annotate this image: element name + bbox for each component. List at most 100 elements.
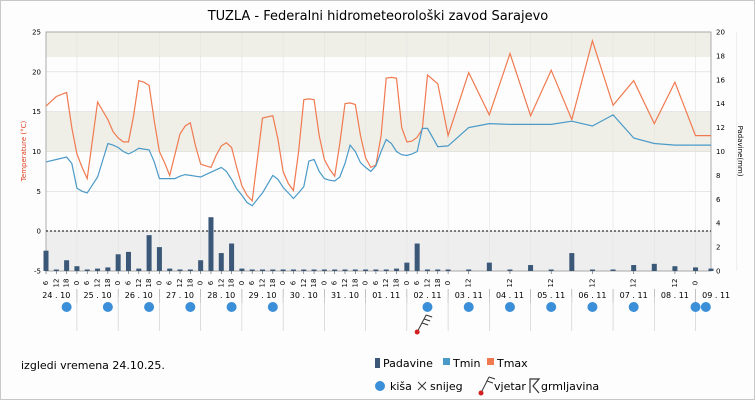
precipitation-bar <box>394 268 400 271</box>
x-hour-tick-label: 12 <box>259 279 267 288</box>
y-right-tick-label: 8 <box>716 172 720 180</box>
y-right-tick-label: 10 <box>716 148 725 156</box>
precipitation-bar <box>290 269 296 271</box>
x-hour-tick-label: 0 <box>155 281 163 285</box>
x-hour-tick-label: 12 <box>382 279 390 288</box>
precipitation-bar <box>311 269 317 271</box>
y-right-tick-label: 6 <box>716 196 721 204</box>
precipitation-bar <box>342 269 348 271</box>
rain-icon <box>226 302 237 312</box>
precipitation-bar <box>74 266 80 271</box>
x-day-label: 06 . 11 <box>578 291 606 300</box>
x-hour-tick-label: 18 <box>145 279 153 288</box>
precipitation-bar <box>187 269 193 271</box>
legend-rain-icon <box>375 381 385 391</box>
x-hour-tick-label: 6 <box>372 280 380 285</box>
precipitation-bar <box>708 268 714 271</box>
x-hour-tick-label: 6 <box>124 280 132 285</box>
precipitation-bar <box>115 254 121 271</box>
x-hour-tick-label: 12 <box>423 279 431 288</box>
legend-grmljavina: grmljavina <box>541 380 599 393</box>
precipitation-bar <box>198 260 204 271</box>
x-hour-tick-label: 18 <box>104 279 112 288</box>
plot-band-zero <box>46 231 711 271</box>
precipitation-bar <box>146 235 152 271</box>
rain-icon <box>102 302 113 312</box>
y-right-tick-label: 2 <box>716 244 720 252</box>
x-day-label: 05 . 11 <box>537 291 565 300</box>
x-hour-tick-label: 18 <box>228 279 236 288</box>
y-left-tick-label: -5 <box>34 268 41 276</box>
y-axis-left-label: Temperature (°C) <box>20 121 28 183</box>
x-hour-tick-label: 12 <box>547 279 555 288</box>
rain-icon <box>422 302 433 312</box>
precipitation-bar <box>167 268 173 271</box>
x-hour-tick-label: 12 <box>465 279 473 288</box>
x-day-label: 29 . 10 <box>249 291 277 300</box>
x-hour-tick-label: 12 <box>506 279 514 288</box>
x-day-label: 08 . 11 <box>661 291 689 300</box>
legend-padavine: Padavine <box>383 357 433 370</box>
y-right-tick-label: 18 <box>716 52 725 60</box>
rain-icon <box>61 302 72 312</box>
precipitation-bar <box>424 269 430 271</box>
y-right-tick-label: 20 <box>716 29 725 37</box>
x-hour-tick-label: 0 <box>114 281 122 285</box>
series-line-tmax <box>45 38 711 203</box>
x-day-label: 24 . 10 <box>42 291 70 300</box>
y-axis-right: 0 2 4 6 8 10 12 14 16 18 20 <box>716 29 725 276</box>
x-hour-tick-label: 18 <box>351 279 359 288</box>
x-hour-tick-label: 0 <box>692 281 700 285</box>
precipitation-bar <box>610 269 616 271</box>
legend-kisa: kiša <box>390 380 412 393</box>
precipitation-bar <box>404 262 410 271</box>
legend-snijeg: snijeg <box>430 380 463 393</box>
x-hour-tick-label: 0 <box>197 281 205 285</box>
x-hour-tick-label: 18 <box>269 279 277 288</box>
precipitation-bar <box>651 263 657 271</box>
precipitation-bar <box>270 269 276 271</box>
rain-icon <box>546 302 557 312</box>
x-hour-tick-label: 12 <box>588 279 596 288</box>
x-hour-tick-label: 12 <box>135 279 143 288</box>
x-hour-tick-label: 0 <box>320 281 328 285</box>
precipitation-bar <box>672 266 678 271</box>
x-day-label: 01 . 11 <box>372 291 400 300</box>
legend-tmax-swatch <box>487 358 494 365</box>
x-day-label: 27 . 10 <box>166 291 194 300</box>
x-hour-tick-label: 18 <box>434 279 442 288</box>
y-left-tick-label: 25 <box>32 29 41 37</box>
x-hour-tick-label: 12 <box>671 279 679 288</box>
precipitation-bar <box>125 251 131 271</box>
precipitation-bar <box>352 269 358 271</box>
precipitation-bar <box>53 269 59 271</box>
precipitation-bar <box>229 243 235 271</box>
y-left-tick-label: 20 <box>32 68 41 76</box>
precipitation-bar <box>301 269 307 271</box>
precipitation-bar <box>693 267 699 271</box>
wind-icon <box>414 314 433 335</box>
precipitation-bar <box>260 269 266 271</box>
rain-icon <box>628 302 639 312</box>
legend-thunder-icon <box>529 378 541 394</box>
y-left-tick-label: 5 <box>37 188 41 196</box>
legend-vjetar: vjetar <box>494 380 526 393</box>
y-right-tick-label: 16 <box>716 76 725 84</box>
precipitation-bar <box>363 269 369 271</box>
precipitation-bar <box>280 269 286 271</box>
x-hour-tick-label: 18 <box>186 279 194 288</box>
plot-border <box>45 31 712 272</box>
precipitation-bar <box>321 269 327 271</box>
y-axis-right-label: Padavine(mm) <box>736 126 744 177</box>
x-hour-tick-label: 12 <box>94 279 102 288</box>
x-hour-tick-label: 12 <box>217 279 225 288</box>
precipitation-bar <box>445 269 451 271</box>
rain-icon <box>587 302 598 312</box>
x-hour-tick-label: 6 <box>207 280 215 285</box>
x-hour-tick-label: 6 <box>166 280 174 285</box>
legend-tmin-swatch <box>443 358 450 365</box>
y-left-tick-label: 10 <box>32 148 41 156</box>
y-right-tick-label: 12 <box>716 124 725 132</box>
x-hour-tick-label: 0 <box>238 281 246 285</box>
